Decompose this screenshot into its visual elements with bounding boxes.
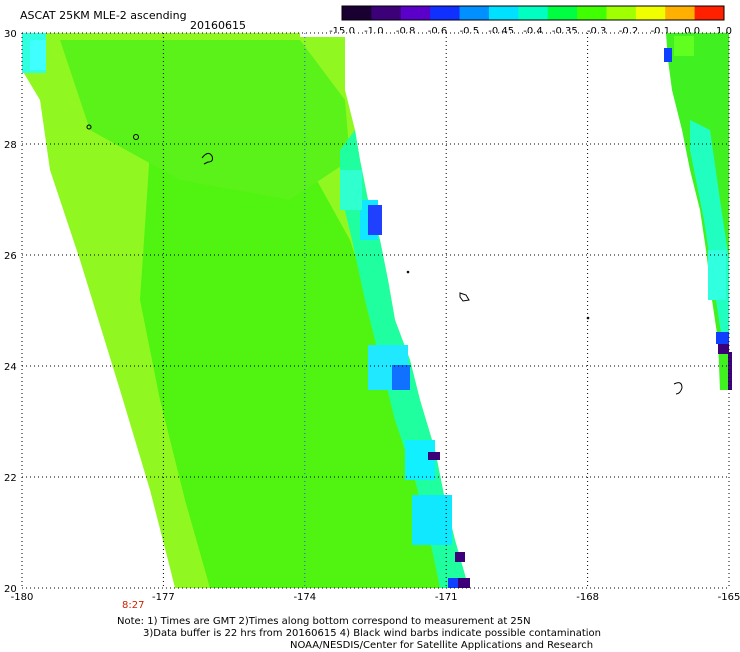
- colorbar-label: -0.3: [587, 26, 607, 37]
- map-plot: -180 -177 -174 -171 -168 -165 30 28 26 24 22 20 8:2…: [4, 29, 740, 611]
- swath-patch: [30, 40, 46, 70]
- lat-tick-label: 24: [4, 362, 17, 373]
- colorbar-label: -0.2: [619, 26, 639, 37]
- swath-patch: [664, 48, 672, 62]
- swath-patch: [455, 552, 465, 562]
- lon-tick-label: -180: [11, 592, 34, 603]
- island-outline-4: [459, 292, 470, 302]
- swath-patch: [718, 344, 729, 354]
- lon-tick-label: -171: [435, 592, 458, 603]
- note-line-3: NOAA/NESDIS/Center for Satellite Applica…: [290, 640, 594, 651]
- island-outline-3: [201, 152, 213, 165]
- island-mark-2: [133, 134, 139, 140]
- colorbar-border: [341, 5, 725, 21]
- colorbar-label: 1.0: [716, 26, 732, 37]
- lat-tick-label: 30: [4, 29, 17, 40]
- time-label: 8:27: [122, 600, 144, 611]
- swath-patch: [458, 578, 470, 588]
- swath-patch: [674, 36, 694, 56]
- colorbar-swatch: [694, 6, 725, 20]
- island-mark-1: [86, 124, 92, 130]
- lat-tick-label: 28: [4, 140, 17, 151]
- colorbar-swatch: [547, 6, 578, 20]
- swath-west-green-band: [140, 150, 445, 588]
- grid-lines: [21, 32, 730, 589]
- swath-west-cyan-patches: [22, 33, 470, 588]
- colorbar-label: -1.0: [364, 26, 384, 37]
- colorbar-swatch: [342, 6, 372, 20]
- swath-patch: [708, 250, 726, 300]
- colorbar-label: -0.4: [523, 26, 543, 37]
- colorbar-label: -0.35: [552, 26, 578, 37]
- colorbar-swatch: [606, 6, 637, 20]
- island-outline-7: [673, 382, 683, 395]
- colorbar-swatch: [665, 6, 696, 20]
- colorbar-swatch: [518, 6, 549, 20]
- swath-patch: [716, 332, 729, 344]
- colorbar-swatch: [400, 6, 431, 20]
- island-mark-5: [406, 270, 410, 274]
- swath-patch: [728, 352, 732, 390]
- colorbar-swatch: [459, 6, 490, 20]
- swath-east-base: [666, 33, 729, 390]
- colorbar-swatch: [430, 6, 461, 20]
- swath-patch: [428, 452, 440, 460]
- lon-tick-label: -168: [576, 592, 599, 603]
- colorbar: -15.0 -1.0 -0.8 -0.6 -0.5 -0.45 -0.4 -0.35 -0.3 -…: [329, 5, 732, 37]
- swath-patch: [368, 205, 382, 235]
- colorbar-swatch: [635, 6, 666, 20]
- swath-patch: [340, 170, 362, 210]
- colorbar-label: -0.6: [428, 26, 448, 37]
- lat-tick-label: 22: [4, 473, 17, 484]
- lon-tick-label: -165: [718, 592, 740, 603]
- colorbar-label: -0.8: [396, 26, 416, 37]
- swath-patch: [448, 578, 458, 588]
- product-title: ASCAT 25KM MLE-2 ascending: [20, 9, 187, 22]
- colorbar-label: -0.5: [460, 26, 480, 37]
- swath-east-patches: [664, 36, 732, 390]
- note-line-1: Note: 1) Times are GMT 2)Times along bot…: [117, 616, 531, 627]
- lat-tick-label: 20: [4, 584, 17, 595]
- island-mark-6: [586, 316, 590, 320]
- axis-labels: -180 -177 -174 -171 -168 -165 30 28 26 24 22 20: [4, 29, 740, 603]
- colorbar-label: -0.1: [651, 26, 671, 37]
- lat-tick-label: 26: [4, 251, 17, 262]
- product-date: 20160615: [190, 19, 246, 32]
- lon-tick-label: -174: [293, 592, 316, 603]
- note-line-2: 3)Data buffer is 22 hrs from 20160615 4)…: [143, 628, 601, 639]
- swath-west-upper-green: [60, 40, 350, 200]
- swath-patch: [412, 495, 452, 545]
- lon-tick-label: -177: [152, 592, 175, 603]
- islands: [86, 124, 683, 395]
- colorbar-label: -0.45: [488, 26, 514, 37]
- colorbar-swatch: [577, 6, 607, 20]
- colorbar-label: -15.0: [329, 26, 355, 37]
- colorbar-label: 0.0: [684, 26, 700, 37]
- colorbar-swatch: [488, 6, 519, 20]
- colorbar-swatch: [371, 6, 402, 20]
- swath-patch: [392, 365, 410, 390]
